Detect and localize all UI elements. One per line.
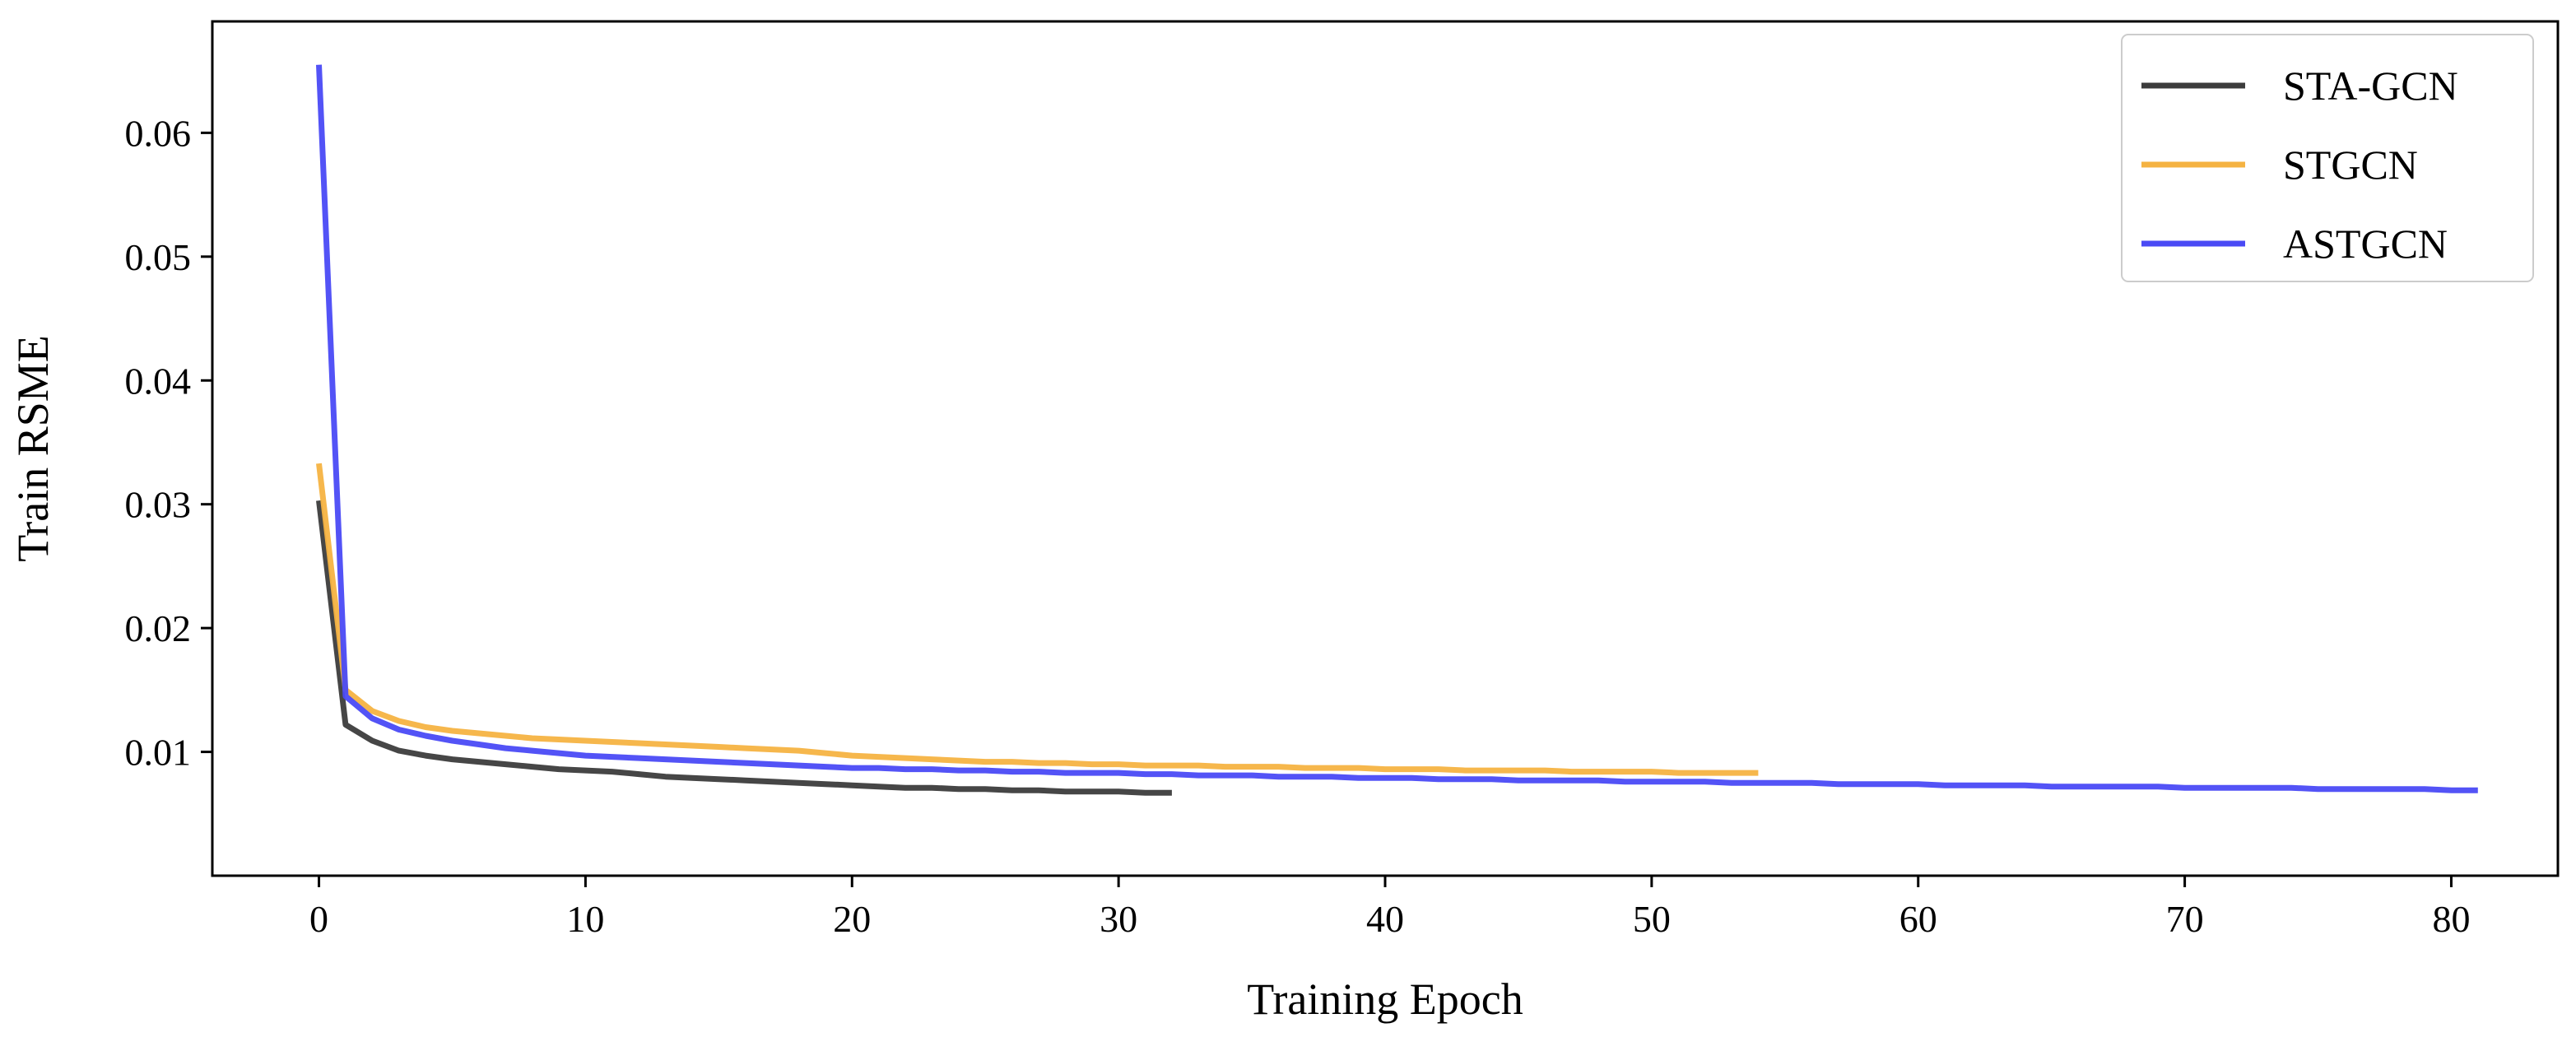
legend-box (2121, 34, 2534, 282)
legend-label-astgcn: ASTGCN (2283, 221, 2448, 267)
y-axis: 0.01 0.02 0.03 0.04 0.05 0.06 (125, 112, 212, 774)
series-line-astgcn (316, 64, 2478, 793)
x-tick-label: 30 (1100, 898, 1137, 940)
x-tick-label: 40 (1366, 898, 1404, 940)
x-tick-label: 20 (833, 898, 871, 940)
y-tick-label: 0.05 (125, 236, 192, 278)
legend-items: STA-GCN STGCN ASTGCN (2141, 63, 2458, 267)
x-axis: 0 10 20 30 40 50 60 70 80 (309, 876, 2470, 940)
legend: STA-GCN STGCN ASTGCN (2121, 34, 2534, 282)
x-tick-label: 70 (2166, 898, 2204, 940)
y-tick-label: 0.04 (125, 360, 192, 402)
y-tick-label: 0.06 (125, 112, 192, 154)
y-axis-label: Train RSME (8, 335, 58, 562)
series-layer (316, 64, 2478, 796)
x-tick-label: 0 (309, 898, 328, 940)
y-tick-label: 0.02 (125, 607, 192, 649)
x-tick-label: 60 (1899, 898, 1937, 940)
x-tick-label: 10 (566, 898, 604, 940)
series-line-sta-gcn (316, 500, 1172, 796)
legend-label-sta-gcn: STA-GCN (2283, 63, 2458, 109)
x-axis-label: Training Epoch (1247, 974, 1523, 1024)
y-tick-label: 0.01 (125, 732, 192, 774)
legend-label-stgcn: STGCN (2283, 142, 2418, 188)
x-tick-label: 80 (2432, 898, 2470, 940)
x-tick-label: 50 (1633, 898, 1671, 940)
series-line-stgcn (316, 463, 1759, 776)
y-tick-label: 0.03 (125, 484, 192, 526)
